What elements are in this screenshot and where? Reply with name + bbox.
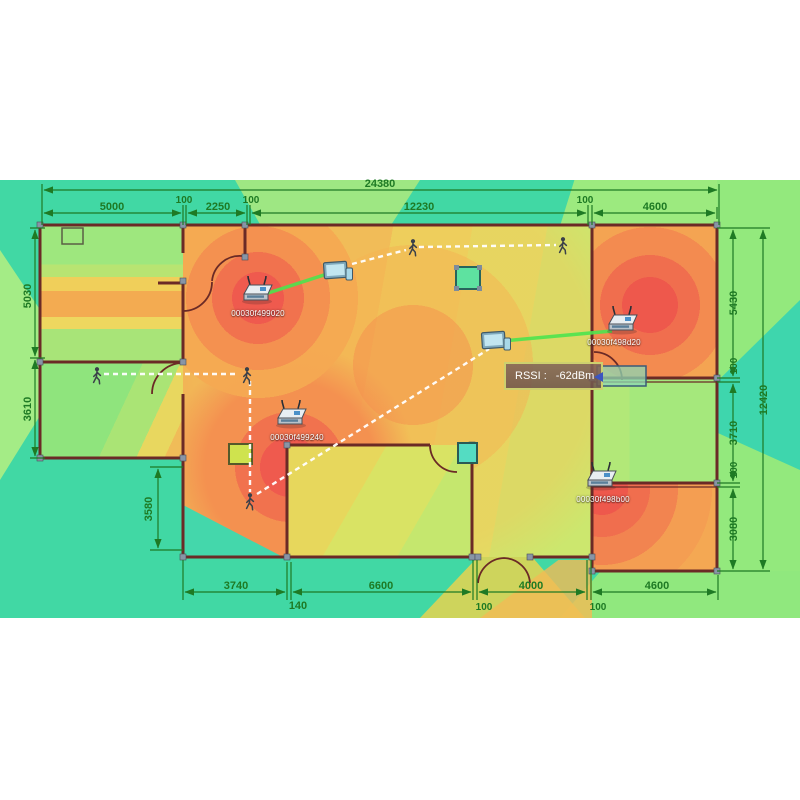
dimension-labels: 24380 5000 100 2250 100 12230 100 4600 5… xyxy=(22,178,770,613)
dimension-label: 5000 xyxy=(100,201,124,213)
pedestrian-icon[interactable] xyxy=(242,366,252,385)
ap-label: 00030f498d20 xyxy=(587,338,641,347)
dimension-label: 100 xyxy=(729,461,740,478)
table-icon[interactable] xyxy=(228,443,253,465)
pedestrian-icon[interactable] xyxy=(408,238,418,257)
dimension-label: 6600 xyxy=(369,580,393,592)
dimension-label: 12420 xyxy=(758,385,770,416)
dimension-label: 2250 xyxy=(206,201,230,213)
walls xyxy=(38,223,719,573)
dimension-label: 4600 xyxy=(645,580,669,592)
window-nook xyxy=(61,227,84,245)
rssi-tooltip-value: -62dBm xyxy=(555,370,595,382)
pedestrian-icon[interactable] xyxy=(245,492,255,511)
table-icon[interactable] xyxy=(596,365,647,387)
heatmap-room-bottom-left xyxy=(40,362,183,458)
dimension-label: 100 xyxy=(476,602,493,613)
dimension-label: 3610 xyxy=(22,397,34,421)
tooltip-arrow-icon xyxy=(594,372,603,382)
rssi-tooltip: RSSI : -62dBm xyxy=(504,362,603,390)
ap-label: 00030f498b00 xyxy=(576,495,630,504)
dimension-label: 3580 xyxy=(143,497,155,521)
heatmap-room-center-bottom xyxy=(287,445,472,557)
router-icon[interactable] xyxy=(275,399,307,430)
doors xyxy=(151,255,623,584)
dimension-label: 3710 xyxy=(728,421,740,445)
dimension-label: 100 xyxy=(243,195,260,206)
table-icon[interactable] xyxy=(454,265,482,291)
dimension-label: 140 xyxy=(289,600,307,612)
furniture xyxy=(61,227,647,465)
signal-links xyxy=(261,272,613,343)
dimension-label: 100 xyxy=(577,195,594,206)
router-icon[interactable] xyxy=(606,305,638,336)
dimension-label: 3080 xyxy=(728,517,740,541)
dimension-label: 5030 xyxy=(22,284,34,308)
heatmap-room-top-right xyxy=(592,225,717,378)
dimension-label: 5430 xyxy=(728,291,740,315)
dimension-label: 24380 xyxy=(365,178,396,190)
heatmap-room-bottom-right xyxy=(592,483,717,571)
pedestrian-icon[interactable] xyxy=(92,366,102,385)
dimension-label: 12230 xyxy=(404,201,435,213)
table-icon[interactable] xyxy=(457,442,478,464)
heatmap-room-middle-right xyxy=(592,378,717,483)
ap-label: 00030f499020 xyxy=(231,309,285,318)
wall-nodes xyxy=(36,221,721,575)
dimension-label: 100 xyxy=(729,357,740,374)
rssi-tooltip-label: RSSI : xyxy=(515,370,547,382)
router-icon[interactable] xyxy=(241,275,273,306)
laptop-icon[interactable] xyxy=(480,330,512,351)
pedestrian-icon[interactable] xyxy=(558,236,568,255)
dimension-label: 4000 xyxy=(519,580,543,592)
dimension-label: 100 xyxy=(590,602,607,613)
dimension-label: 3740 xyxy=(224,580,248,592)
dimension-label: 100 xyxy=(176,195,193,206)
walk-paths xyxy=(104,243,557,496)
laptop-icon[interactable] xyxy=(322,260,354,281)
ap-label: 00030f499240 xyxy=(270,433,324,442)
heatmap-room-top-left xyxy=(40,225,183,362)
dimension-lines xyxy=(30,184,770,600)
dimension-label: 4600 xyxy=(643,201,667,213)
